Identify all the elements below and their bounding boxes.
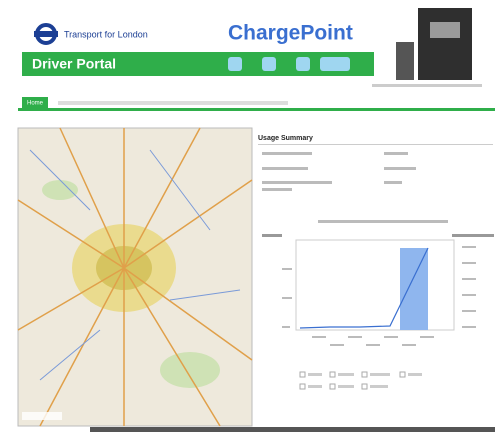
- org-name: Transport for London: [64, 29, 148, 39]
- icon[interactable]: [296, 57, 310, 71]
- screen: Transport for London ChargePoint Driver …: [0, 0, 495, 432]
- map-green: [42, 180, 78, 200]
- breadcrumb: [58, 101, 288, 105]
- icon[interactable]: [262, 57, 276, 71]
- icon[interactable]: [320, 57, 350, 71]
- charger-image: [418, 8, 472, 80]
- summary-value: [384, 181, 402, 184]
- summary-label: [262, 167, 308, 170]
- portal-title: Driver Portal: [32, 56, 116, 72]
- map-green: [160, 352, 220, 388]
- axis-title: [452, 234, 494, 237]
- charger-side: [396, 42, 414, 80]
- brand: ChargePoint: [228, 22, 353, 45]
- bar: [400, 248, 428, 330]
- map-scale: [22, 412, 62, 420]
- tfl-bar: [34, 31, 58, 37]
- summary-label: [262, 181, 332, 184]
- summary-value: [384, 152, 408, 155]
- home-tab-label[interactable]: Home: [27, 101, 44, 107]
- footer-strip: [90, 427, 495, 432]
- tab-line: [18, 108, 495, 111]
- summary-label: [262, 188, 292, 191]
- summary-value: [384, 167, 416, 170]
- plot-area: [296, 240, 454, 330]
- charger-screen: [430, 22, 460, 38]
- axis-title: [262, 234, 282, 237]
- icon[interactable]: [228, 57, 242, 71]
- page: Transport for London ChargePoint Driver …: [0, 0, 495, 432]
- divider: [258, 144, 493, 145]
- summary-label: [262, 152, 312, 155]
- chart-title: [318, 220, 448, 223]
- image-caption: [372, 84, 482, 87]
- summary-title: Usage Summary: [258, 135, 313, 142]
